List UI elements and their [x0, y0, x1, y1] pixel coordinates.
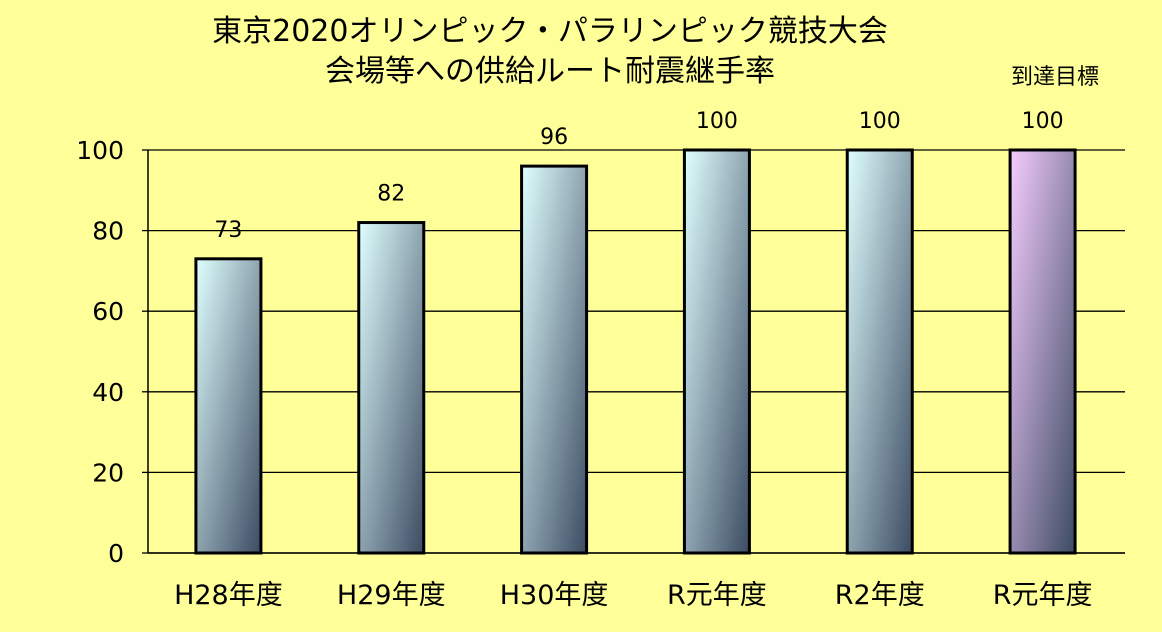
data-label-5: 100 [1022, 109, 1064, 134]
data-label-0: 73 [214, 218, 242, 243]
chart-title-line-1: 東京2020オリンピック・パラリンピック競技大会 [212, 14, 888, 49]
x-tick-label-5: R元年度 [993, 580, 1093, 611]
chart-title-line-2: 会場等への供給ルート耐震継手率 [325, 54, 775, 89]
data-label-1: 82 [377, 182, 405, 207]
bar-3 [682, 148, 751, 555]
x-tick-label-0: H28年度 [174, 580, 283, 611]
x-tick-label-1: H29年度 [337, 580, 446, 611]
y-tick-label-0: 0 [108, 539, 124, 568]
x-tick-label-4: R2年度 [835, 580, 925, 611]
bar-0 [194, 257, 263, 555]
bar-4 [845, 148, 914, 555]
data-label-4: 100 [859, 109, 901, 134]
target-caption: 到達目標 [1010, 65, 1099, 90]
plot-area [148, 150, 1125, 553]
y-tick-label-100: 100 [76, 136, 124, 165]
bar-1 [357, 221, 426, 555]
x-tick-label-3: R元年度 [667, 580, 767, 611]
y-tick-label-60: 60 [92, 297, 124, 326]
bar-2 [520, 164, 589, 555]
bar-target [1008, 148, 1077, 555]
y-tick-label-40: 40 [92, 378, 124, 407]
y-tick-label-80: 80 [92, 217, 124, 246]
data-label-2: 96 [540, 125, 568, 150]
data-label-3: 100 [696, 109, 738, 134]
x-tick-label-2: H30年度 [500, 580, 609, 611]
y-tick-label-20: 20 [92, 458, 124, 487]
